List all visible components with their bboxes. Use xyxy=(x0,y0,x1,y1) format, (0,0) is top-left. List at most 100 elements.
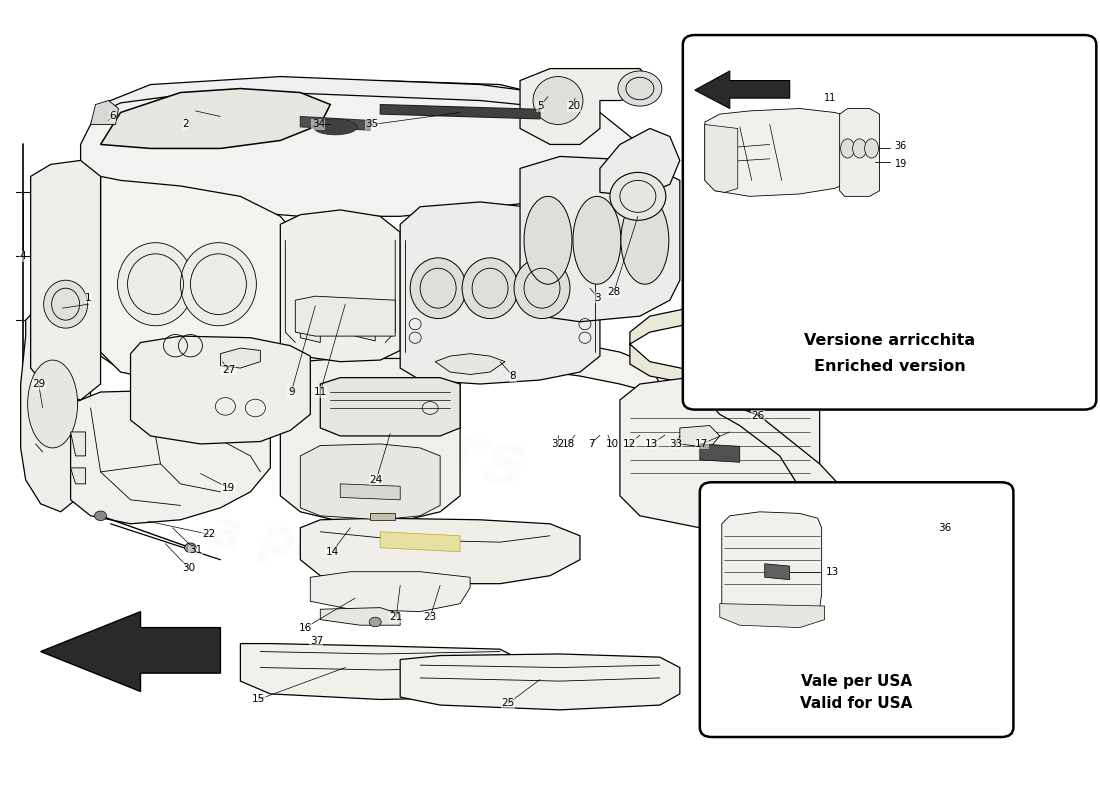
Polygon shape xyxy=(695,71,790,109)
Text: 11: 11 xyxy=(314,387,327,397)
Polygon shape xyxy=(90,101,119,125)
Polygon shape xyxy=(400,654,680,710)
Ellipse shape xyxy=(44,280,88,328)
Text: 28: 28 xyxy=(607,287,620,297)
Text: 18: 18 xyxy=(561,439,574,449)
Polygon shape xyxy=(705,125,738,192)
Text: Enriched version: Enriched version xyxy=(814,359,966,374)
Text: 14: 14 xyxy=(326,546,339,557)
Text: 27: 27 xyxy=(222,365,235,374)
Ellipse shape xyxy=(185,543,197,553)
Ellipse shape xyxy=(462,258,518,318)
Text: 21: 21 xyxy=(389,612,403,622)
Ellipse shape xyxy=(370,618,382,627)
Polygon shape xyxy=(41,612,220,691)
Text: 37: 37 xyxy=(310,636,323,646)
Polygon shape xyxy=(620,376,820,528)
Polygon shape xyxy=(520,69,650,145)
Text: 1: 1 xyxy=(86,293,92,302)
Text: 23: 23 xyxy=(424,612,437,622)
Ellipse shape xyxy=(524,196,572,284)
Polygon shape xyxy=(100,204,660,392)
Text: 17: 17 xyxy=(695,439,708,449)
Polygon shape xyxy=(300,444,440,520)
Polygon shape xyxy=(80,81,650,216)
Ellipse shape xyxy=(840,139,855,158)
Text: 10: 10 xyxy=(605,439,618,449)
Ellipse shape xyxy=(852,139,867,158)
Polygon shape xyxy=(220,348,261,368)
Text: Valid for USA: Valid for USA xyxy=(801,696,913,711)
Polygon shape xyxy=(100,176,300,380)
Ellipse shape xyxy=(514,258,570,318)
Polygon shape xyxy=(241,643,520,699)
Text: 33: 33 xyxy=(669,439,682,449)
Polygon shape xyxy=(340,484,400,500)
Polygon shape xyxy=(70,432,86,456)
Polygon shape xyxy=(310,572,470,612)
Polygon shape xyxy=(300,117,371,130)
Text: 7: 7 xyxy=(587,439,594,449)
Polygon shape xyxy=(764,564,790,580)
Ellipse shape xyxy=(620,196,669,284)
Polygon shape xyxy=(355,325,375,341)
Text: 6: 6 xyxy=(109,111,116,122)
Polygon shape xyxy=(100,77,580,113)
Polygon shape xyxy=(719,604,825,628)
Polygon shape xyxy=(700,444,740,462)
Ellipse shape xyxy=(573,196,620,284)
Text: 32: 32 xyxy=(551,439,564,449)
Text: 2: 2 xyxy=(183,119,189,130)
Polygon shape xyxy=(371,514,395,520)
Text: 13: 13 xyxy=(826,566,839,577)
Ellipse shape xyxy=(314,119,358,135)
Ellipse shape xyxy=(118,242,194,326)
Polygon shape xyxy=(436,354,505,374)
Text: 11: 11 xyxy=(824,93,836,103)
Polygon shape xyxy=(630,306,820,390)
Text: 12: 12 xyxy=(624,439,637,449)
Polygon shape xyxy=(295,296,395,336)
Text: 24: 24 xyxy=(370,475,383,485)
Polygon shape xyxy=(381,105,540,119)
Text: 3: 3 xyxy=(595,293,602,302)
Text: 16: 16 xyxy=(299,622,312,633)
Polygon shape xyxy=(131,336,310,444)
Polygon shape xyxy=(520,157,680,322)
Ellipse shape xyxy=(95,511,107,521)
Polygon shape xyxy=(710,403,859,552)
Text: 5: 5 xyxy=(537,101,543,111)
Text: 19: 19 xyxy=(894,159,906,170)
Text: 29: 29 xyxy=(32,379,45,389)
Text: 31: 31 xyxy=(189,545,202,555)
FancyBboxPatch shape xyxy=(683,35,1097,410)
Polygon shape xyxy=(600,129,680,196)
Ellipse shape xyxy=(410,258,466,318)
Ellipse shape xyxy=(865,139,879,158)
FancyBboxPatch shape xyxy=(700,482,1013,737)
Polygon shape xyxy=(705,109,870,196)
Text: 20: 20 xyxy=(568,101,581,111)
Polygon shape xyxy=(320,608,400,626)
Polygon shape xyxy=(722,512,822,620)
Text: 22: 22 xyxy=(201,529,216,539)
Text: 8: 8 xyxy=(509,371,516,381)
Text: 13: 13 xyxy=(646,439,659,449)
Polygon shape xyxy=(300,326,320,342)
Text: 19: 19 xyxy=(222,483,235,493)
Polygon shape xyxy=(400,202,600,384)
Text: Versione arricchita: Versione arricchita xyxy=(804,333,975,348)
Ellipse shape xyxy=(618,71,662,106)
Polygon shape xyxy=(381,532,460,552)
Text: 36: 36 xyxy=(938,522,952,533)
Text: 35: 35 xyxy=(365,119,378,130)
Polygon shape xyxy=(280,358,460,522)
Text: a parts: a parts xyxy=(207,506,410,582)
Text: 15: 15 xyxy=(252,694,265,705)
Text: 34: 34 xyxy=(311,119,324,130)
Polygon shape xyxy=(680,426,719,448)
Polygon shape xyxy=(320,378,460,436)
Text: 9: 9 xyxy=(288,387,295,397)
Polygon shape xyxy=(21,304,90,512)
Polygon shape xyxy=(300,518,580,584)
